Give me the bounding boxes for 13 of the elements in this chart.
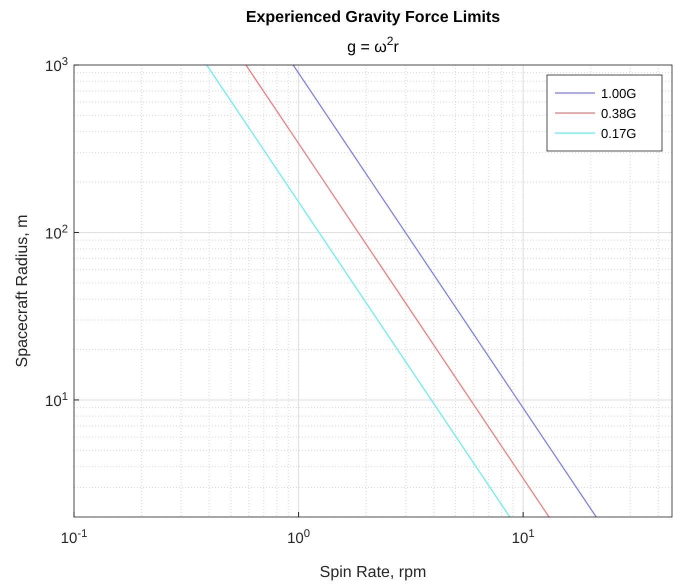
x-tick-label: 10$^{1}$ (512, 528, 535, 547)
chart-subtitle: g = ω$^{2}$r (347, 34, 400, 56)
y-tick-label: 10$^{1}$ (45, 390, 68, 410)
chart-title: Experienced Gravity Force Limits (246, 9, 500, 26)
x-tick-label: 10$^{0}$ (287, 528, 310, 547)
legend-label: 1.00G (601, 86, 636, 101)
legend-label: 0.38G (601, 106, 636, 121)
x-axis-title: Spin Rate, rpm (320, 564, 426, 581)
y-tick-label: 10$^{2}$ (45, 223, 68, 242)
y-axis-title: Spacecraft Radius, m (14, 214, 31, 368)
y-tick-label: 10$^{3}$ (45, 56, 68, 75)
legend-label: 0.17G (601, 126, 636, 141)
x-tick-label: 10$^{-1}$ (60, 528, 88, 547)
